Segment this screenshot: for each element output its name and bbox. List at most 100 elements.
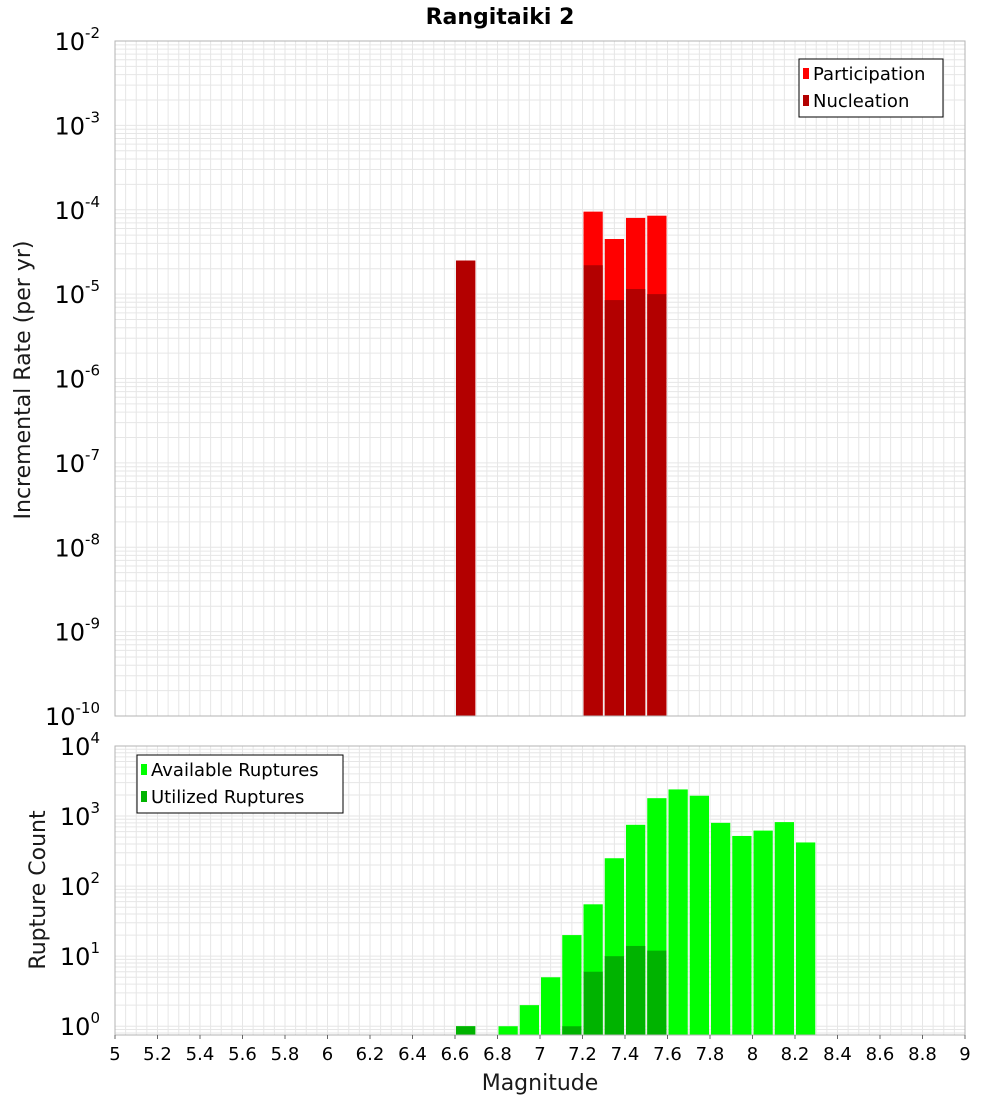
x-tick-label: 6	[322, 1044, 333, 1065]
top-panel: 10-210-310-410-510-610-710-810-910-10Par…	[45, 24, 966, 731]
top-bar	[583, 265, 603, 716]
bottom-bar	[583, 971, 603, 1035]
bottom-bar	[711, 822, 731, 1035]
y-tick-base: 10	[54, 366, 85, 394]
x-tick-label: 5.4	[186, 1044, 215, 1065]
y-tick-exponent: -5	[85, 277, 100, 295]
y-tick-exponent: 2	[90, 869, 100, 887]
y-tick-exponent: -8	[85, 530, 100, 548]
y-tick-base: 10	[54, 450, 85, 478]
legend-label: Participation	[813, 64, 925, 85]
top-bar	[456, 260, 476, 716]
x-tick-label: 8.4	[823, 1044, 852, 1065]
bottom-bar	[753, 830, 773, 1035]
y-tick-base: 10	[54, 197, 85, 225]
x-tick-label: 5	[109, 1044, 120, 1065]
y-tick-exponent: 3	[90, 799, 100, 817]
bottom-bar	[562, 1026, 582, 1035]
bottom-bar	[774, 822, 794, 1035]
bottom-y-tick-label: 100	[60, 1009, 100, 1041]
legend-swatch	[141, 764, 147, 775]
top-bar	[604, 300, 624, 716]
bottom-y-tick-label: 103	[60, 799, 100, 831]
top-y-axis-label: Incremental Rate (per yr)	[11, 241, 36, 520]
top-y-tick-label: 10-7	[54, 446, 100, 478]
top-legend: Participation Nucleation	[798, 58, 944, 118]
bottom-bar	[732, 835, 752, 1035]
x-tick-label: 7.2	[568, 1044, 597, 1065]
bottom-legend: Available Ruptures Utilized Ruptures	[136, 754, 344, 814]
legend-swatch	[803, 68, 809, 79]
x-tick-label: 8.2	[781, 1044, 810, 1065]
legend-box	[798, 58, 944, 118]
bottom-bar	[604, 956, 624, 1035]
bottom-bar	[626, 945, 646, 1035]
y-tick-exponent: -7	[85, 446, 100, 464]
y-tick-base: 10	[60, 803, 91, 831]
x-tick-label: 6.6	[441, 1044, 470, 1065]
x-tick-label: 6.4	[398, 1044, 427, 1065]
bottom-bar	[647, 950, 667, 1035]
x-tick-label: 6.8	[483, 1044, 512, 1065]
y-tick-exponent: 4	[90, 729, 100, 747]
top-plot-frame	[114, 40, 966, 717]
bottom-bar	[562, 935, 582, 1035]
x-tick-label: 6.2	[356, 1044, 385, 1065]
top-bar	[626, 289, 646, 716]
bottom-y-tick-label: 102	[60, 869, 100, 901]
top-y-tick-label: 10-8	[54, 530, 100, 562]
bottom-bar	[668, 789, 688, 1035]
y-tick-base: 10	[54, 619, 85, 647]
legend-label: Nucleation	[813, 91, 909, 112]
x-tick-label: 7.8	[696, 1044, 725, 1065]
y-tick-base: 10	[60, 1013, 91, 1041]
bottom-bar	[796, 842, 816, 1035]
x-tick-label: 7.6	[653, 1044, 682, 1065]
top-bar	[647, 294, 667, 716]
bottom-y-axis-label: Rupture Count	[26, 810, 51, 970]
legend-swatch	[141, 791, 147, 802]
top-gridlines	[114, 40, 966, 717]
y-tick-exponent: -9	[85, 615, 100, 633]
x-tick-label: 9	[959, 1044, 970, 1065]
y-tick-exponent: 1	[90, 939, 100, 957]
bottom-y-tick-label: 101	[60, 939, 100, 971]
top-y-tick-label: 10-5	[54, 277, 100, 309]
legend-label: Available Ruptures	[151, 760, 319, 781]
top-y-tick-label: 10-6	[54, 362, 100, 394]
y-tick-base: 10	[60, 873, 91, 901]
y-tick-base: 10	[60, 943, 91, 971]
x-tick-label: 7	[534, 1044, 545, 1065]
x-tick-label: 8.8	[908, 1044, 937, 1065]
bottom-bar	[498, 1026, 518, 1035]
x-axis-label: Magnitude	[482, 1071, 599, 1096]
bottom-bar	[541, 977, 561, 1035]
x-tick-label: 5.8	[271, 1044, 300, 1065]
chart-title: Rangitaiki 2	[426, 5, 575, 30]
y-tick-base: 10	[54, 28, 85, 56]
x-tick-label: 5.6	[228, 1044, 257, 1065]
y-tick-base: 10	[54, 281, 85, 309]
y-tick-base: 10	[60, 733, 91, 761]
y-tick-exponent: -4	[85, 193, 100, 211]
bottom-y-tick-label: 104	[60, 729, 100, 761]
y-tick-exponent: -6	[85, 362, 100, 380]
bottom-bar	[519, 1005, 539, 1035]
legend-swatch	[803, 95, 809, 106]
y-tick-base: 10	[54, 534, 85, 562]
legend-label: Utilized Ruptures	[151, 787, 304, 808]
y-tick-base: 10	[45, 703, 76, 731]
y-tick-exponent: -10	[76, 699, 101, 717]
x-tick-label: 8.6	[866, 1044, 895, 1065]
top-y-tick-label: 10-10	[45, 699, 100, 731]
y-tick-base: 10	[54, 112, 85, 140]
legend-box	[136, 754, 344, 814]
top-y-tick-label: 10-9	[54, 615, 100, 647]
x-tick-label: 7.4	[611, 1044, 640, 1065]
top-y-tick-label: 10-3	[54, 108, 100, 140]
top-y-tick-label: 10-4	[54, 193, 100, 225]
x-tick-label: 5.2	[143, 1044, 172, 1065]
y-tick-exponent: -3	[85, 108, 100, 126]
top-series-nucleation	[456, 260, 667, 716]
